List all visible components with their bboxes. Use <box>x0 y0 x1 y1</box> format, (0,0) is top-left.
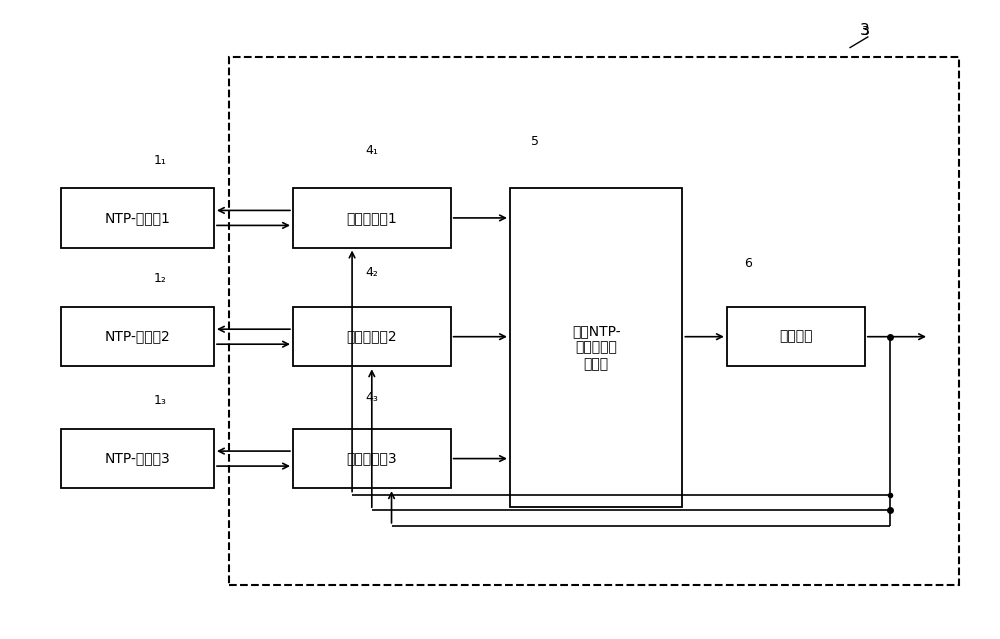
Text: 3: 3 <box>860 22 870 38</box>
Text: 时钟滤波器1: 时钟滤波器1 <box>346 211 397 225</box>
Bar <box>61 307 214 366</box>
Text: 时钟滤波器3: 时钟滤波器3 <box>346 452 397 466</box>
Text: 4₁: 4₁ <box>365 144 378 157</box>
Text: NTP-服务器1: NTP-服务器1 <box>105 211 171 225</box>
Bar <box>293 429 451 488</box>
Text: 1₂: 1₂ <box>153 272 166 286</box>
Bar <box>293 189 451 247</box>
Text: 实施NTP-
算法的过程
计算机: 实施NTP- 算法的过程 计算机 <box>572 325 620 371</box>
Text: 时钟滤波器2: 时钟滤波器2 <box>346 330 397 344</box>
Bar <box>61 189 214 247</box>
Bar <box>293 307 451 366</box>
Text: NTP-服务器2: NTP-服务器2 <box>105 330 170 344</box>
Text: 锁相环路: 锁相环路 <box>779 330 813 344</box>
Text: 1₁: 1₁ <box>153 153 166 167</box>
Bar <box>229 57 959 585</box>
Bar <box>510 189 682 507</box>
Bar <box>61 429 214 488</box>
Text: 5: 5 <box>531 135 539 148</box>
Bar <box>727 307 865 366</box>
Text: 3: 3 <box>861 26 869 38</box>
Text: 6: 6 <box>745 257 752 270</box>
Text: 4₃: 4₃ <box>365 391 378 404</box>
Text: NTP-服务器3: NTP-服务器3 <box>105 452 170 466</box>
Text: 1₃: 1₃ <box>153 394 166 407</box>
Text: 4₂: 4₂ <box>365 266 378 279</box>
